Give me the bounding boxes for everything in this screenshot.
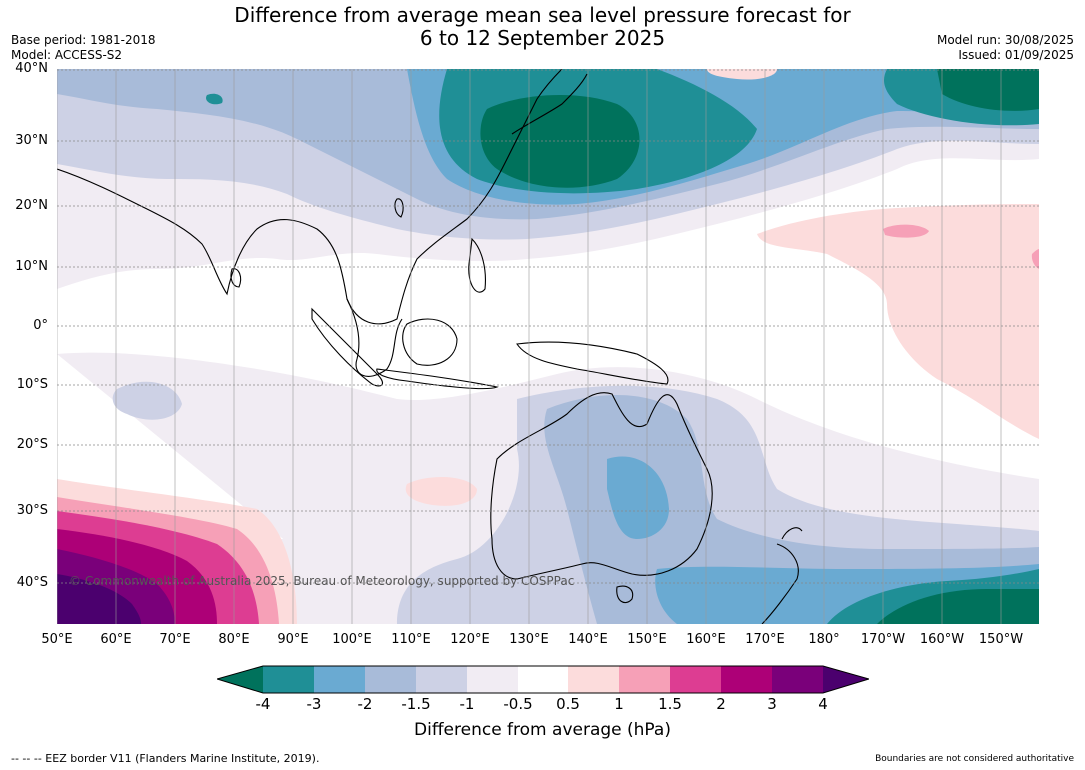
lat-tick: 10°N <box>15 259 48 274</box>
coastline-new-guinea <box>516 341 669 385</box>
colorbar-bin <box>518 666 568 693</box>
lat-tick: 40°N <box>15 61 48 76</box>
base-period: Base period: 1981-2018 <box>11 33 156 47</box>
colorbar <box>217 665 869 694</box>
lat-tick: 40°S <box>16 575 48 590</box>
colorbar-tick: -2 <box>357 695 373 713</box>
colorbar-tick: 3 <box>767 695 777 713</box>
model-run: Model run: 30/08/2025 <box>936 33 1074 47</box>
lat-tick: 30°N <box>15 133 48 148</box>
coastline-tasmania <box>616 585 634 604</box>
coastline-philippines <box>468 237 486 293</box>
colorbar-bin <box>467 666 518 693</box>
lon-tick: 50°E <box>41 632 73 647</box>
lon-tick: 120°E <box>450 632 490 647</box>
colorbar-tick: 1.5 <box>658 695 682 713</box>
anomaly-spot-minus-1 <box>112 381 182 420</box>
lon-tick: 160°W <box>919 632 965 647</box>
colorbar-tick: -0.5 <box>503 695 533 713</box>
colorbar-bin <box>772 666 823 693</box>
coastline-taiwan <box>394 198 404 218</box>
meridians <box>57 69 1002 624</box>
colorbar-tick: 4 <box>818 695 828 713</box>
model-name: Model: ACCESS-S2 <box>11 48 123 62</box>
colorbar-bin <box>365 666 416 693</box>
coastline-sri-lanka <box>230 268 242 288</box>
title-line-1: Difference from average mean sea level p… <box>234 3 851 27</box>
lat-tick: 0° <box>33 318 48 333</box>
coastline-indochina <box>346 298 403 377</box>
coastline-new-zealand <box>761 527 803 624</box>
lon-tick: 150°E <box>627 632 667 647</box>
lon-tick: 60°E <box>100 632 132 647</box>
boundaries-disclaimer: Boundaries are not considered authoritat… <box>875 754 1074 764</box>
coastline-australia <box>490 392 713 580</box>
coastline-java <box>376 368 499 390</box>
colorbar-bin <box>263 666 314 693</box>
coastline-japan <box>511 73 588 135</box>
coastline-borneo <box>402 318 458 366</box>
meta-left: Base period: 1981-2018 Model: ACCESS-S2 <box>11 33 156 63</box>
coastline-asia <box>57 69 563 325</box>
colorbar-bin <box>416 666 467 693</box>
colorbar-bin <box>670 666 721 693</box>
eez-border-note: -- -- -- EEZ border V11 (Flanders Marine… <box>11 752 320 765</box>
lat-tick: 20°N <box>15 198 48 213</box>
lat-tick: 20°S <box>16 437 48 452</box>
colorbar-bin <box>721 666 772 693</box>
map-title: Difference from average mean sea level p… <box>0 4 1085 50</box>
title-line-2: 6 to 12 September 2025 <box>419 26 666 50</box>
colorbar-bin <box>568 666 619 693</box>
anomaly-core-south-minus-4 <box>877 589 1039 624</box>
lon-tick: 110°E <box>391 632 431 647</box>
copyright-notice: © Commonwealth of Australia 2025, Bureau… <box>69 574 575 588</box>
lon-tick: 90°E <box>277 632 309 647</box>
colorbar-bin <box>619 666 670 693</box>
colorbar-tick: -1.5 <box>401 695 431 713</box>
anomaly-band-south-minus-1-5 <box>544 395 1039 624</box>
lon-tick: 140°E <box>568 632 608 647</box>
lon-tick: 170°W <box>860 632 906 647</box>
lon-tick: 180° <box>808 632 840 647</box>
lon-tick: 80°E <box>218 632 250 647</box>
colorbar-under-arrow <box>217 666 263 693</box>
lat-tick: 10°S <box>16 377 48 392</box>
lon-tick: 130°E <box>509 632 549 647</box>
colorbar-outline <box>217 665 869 694</box>
anomaly-spot-minus-3 <box>206 93 223 105</box>
pressure-anomaly-map <box>57 69 1039 624</box>
lon-tick: 160°E <box>686 632 726 647</box>
anomaly-core-minus-4 <box>480 69 1039 188</box>
lon-tick: 70°E <box>159 632 191 647</box>
lon-tick: 100°E <box>332 632 372 647</box>
colorbar-bin <box>314 666 365 693</box>
colorbar-tick: 1 <box>614 695 624 713</box>
colorbar-over-arrow <box>823 666 869 693</box>
coastlines <box>57 69 803 624</box>
meta-right: Model run: 30/08/2025 Issued: 01/09/2025 <box>937 33 1074 63</box>
colorbar-tick: -4 <box>255 695 271 713</box>
anomaly-band-plus-0-5 <box>405 204 1039 506</box>
lon-tick: 170°E <box>745 632 785 647</box>
lat-tick: 30°S <box>16 503 48 518</box>
issued-date: Issued: 01/09/2025 <box>958 48 1074 62</box>
colorbar-label: Difference from average (hPa) <box>414 720 671 740</box>
colorbar-tick: -3 <box>306 695 322 713</box>
lon-tick: 150°W <box>978 632 1024 647</box>
colorbar-tick: -1 <box>459 695 475 713</box>
colorbar-tick: 0.5 <box>556 695 580 713</box>
anomaly-top-plus-0-5 <box>707 69 777 80</box>
anomaly-sw-plus-4 <box>57 574 141 624</box>
anomaly-band-south-minus-2 <box>607 456 1039 624</box>
anomaly-spot-plus-1 <box>883 224 1039 269</box>
colorbar-tick: 2 <box>716 695 726 713</box>
